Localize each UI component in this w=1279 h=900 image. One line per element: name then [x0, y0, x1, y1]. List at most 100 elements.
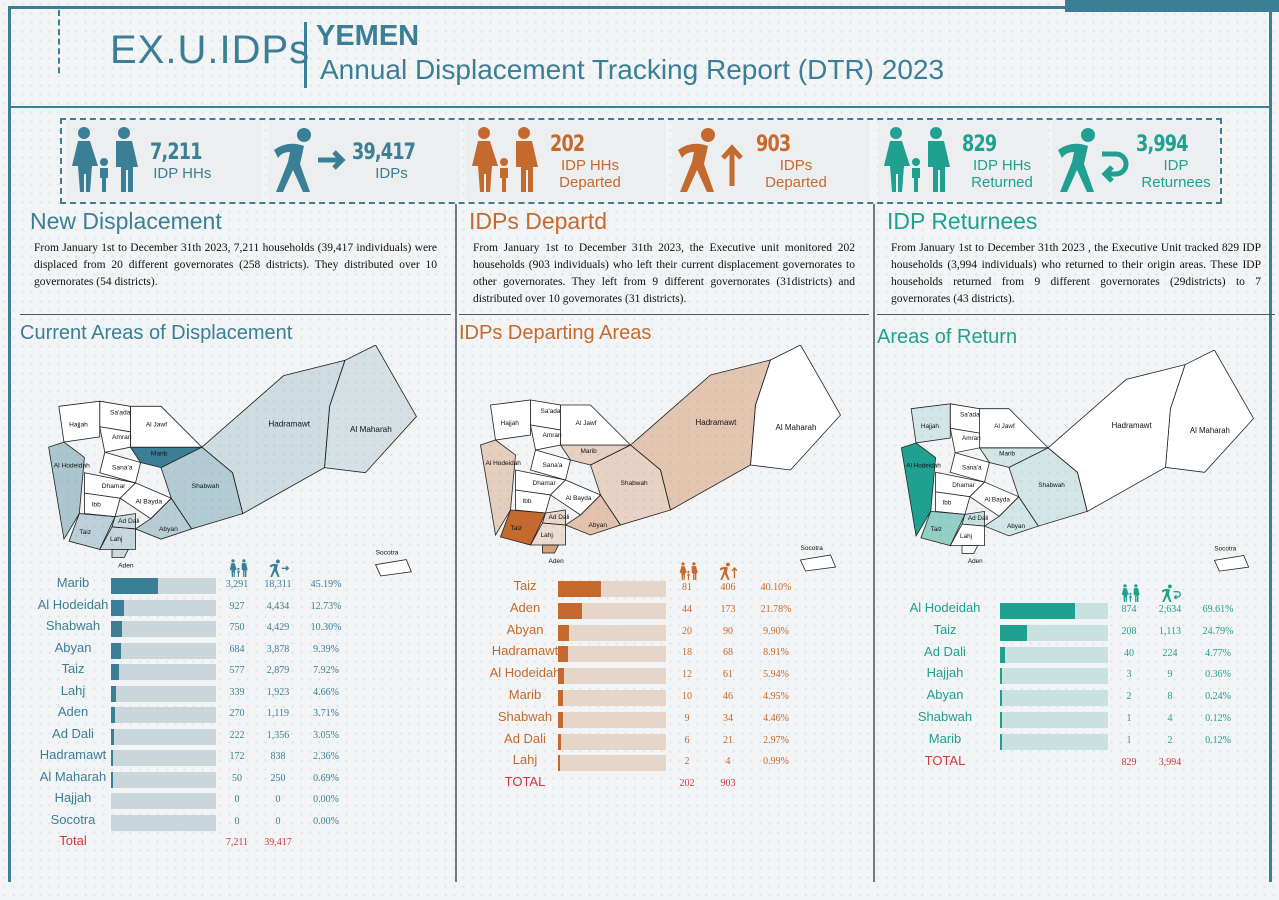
map-region-amran[interactable]	[529, 424, 561, 451]
households-value: 6	[684, 734, 690, 746]
map-region-abyan[interactable]	[134, 497, 193, 540]
percentage-value: 8.91%	[763, 647, 789, 659]
map-region-abyan[interactable]	[983, 496, 1039, 537]
map-region-lahj[interactable]	[99, 526, 136, 550]
individuals-column-icon	[1160, 584, 1182, 605]
section-rule	[20, 314, 451, 315]
governorate-map: Sa'ada Al Jawf Hajjah Amran Hadramawt Al Maha…	[48, 345, 417, 577]
governorate-name: Shabwah	[917, 709, 973, 724]
share-bar-fill	[1000, 624, 1027, 641]
percentage-value: 5.94%	[763, 669, 789, 681]
decorative-badge	[8, 10, 60, 102]
table-row[interactable]: Hadramawt 18 68 8.91%	[470, 643, 866, 665]
map-region-taiz[interactable]	[920, 510, 966, 547]
map-region-al-hodeidah[interactable]	[48, 441, 85, 541]
households-value: 577	[229, 665, 245, 676]
kpi-value: 39,417	[352, 140, 416, 165]
governorate-name: Al Hodeidah	[37, 596, 109, 612]
map-label: Sa'ada	[960, 412, 980, 419]
table-row[interactable]: Al Hodeidah 874 2,634 69.61%	[890, 600, 1274, 622]
map-region-hajjah[interactable]	[490, 399, 531, 441]
table-row[interactable]: Taiz 208 1,113 24.79%	[890, 622, 1274, 644]
table-row[interactable]: Ad Dali 222 1,356 3.05%	[18, 726, 435, 748]
table-row[interactable]: Al Maharah 50 250 0.69%	[18, 769, 435, 791]
map-label: Ad Dali	[968, 515, 988, 522]
map-region-socotra[interactable]	[375, 559, 412, 577]
table-row[interactable]: Marib 10 46 4.95%	[470, 687, 866, 709]
kpi-card: 903 IDPs Departed	[672, 120, 870, 202]
map-region-aden[interactable]	[111, 548, 129, 558]
table-row[interactable]: Hadramawt 172 838 2.36%	[18, 747, 435, 769]
table-row[interactable]: Socotra 0 0 0.00%	[18, 812, 435, 834]
table-row[interactable]: Taiz 81 406 40.10%	[470, 578, 866, 600]
map-label: Hajjah	[921, 423, 939, 430]
table-row[interactable]: Marib 1 2 0.12%	[890, 731, 1274, 753]
households-value: 927	[229, 600, 245, 612]
table-row[interactable]: Al Hodeidah 12 61 5.94%	[470, 665, 866, 687]
share-bar-fill	[111, 707, 115, 723]
table-row[interactable]: Ad Dali 40 224 4.77%	[890, 644, 1274, 666]
table-row[interactable]: Aden 44 173 21.78%	[470, 600, 866, 622]
table-row[interactable]: Aden 270 1,119 3.71%	[18, 704, 435, 726]
share-bar-fill	[1000, 668, 1002, 685]
map-region-taiz[interactable]	[499, 509, 547, 546]
individuals-value: 250	[270, 772, 286, 784]
map-region-socotra[interactable]	[1213, 554, 1250, 572]
governorate-name: Ad Dali	[504, 730, 546, 746]
map-label: Ibb	[92, 501, 102, 508]
table-row[interactable]: Al Hodeidah 927 4,434 12.73%	[18, 597, 435, 619]
table-row[interactable]: Lahj 2 4 0.99%	[470, 752, 866, 774]
table-row[interactable]: Taiz 577 2,879 7.92%	[18, 661, 435, 683]
section-title: IDPs Departd	[469, 208, 608, 234]
table-row[interactable]: Hajjah 0 0 0.00%	[18, 790, 435, 812]
share-bar	[1000, 712, 1108, 728]
share-bar-fill	[111, 642, 121, 659]
map-label: Aden	[549, 558, 565, 565]
map-label: Lahj	[541, 532, 553, 539]
households-value: 50	[232, 772, 242, 784]
map-region-aden[interactable]	[961, 545, 979, 554]
table-row[interactable]: Marib 3,291 18,311 45.19%	[18, 575, 435, 597]
map-label: Sana'a	[543, 462, 563, 469]
table-row[interactable]: Shabwah 750 4,429 10.30%	[18, 618, 435, 640]
kpi-card: 202 IDP HHs Departed	[466, 120, 666, 202]
percentage-value: 7.92%	[313, 665, 339, 676]
map-region-taiz[interactable]	[68, 513, 116, 550]
percentage-value: 40.10%	[760, 582, 792, 593]
map-region-hajjah[interactable]	[910, 403, 951, 444]
map-region-hajjah[interactable]	[58, 400, 101, 443]
percentage-value: 0.99%	[763, 756, 789, 768]
table-row[interactable]: Abyan 2 8 0.24%	[890, 687, 1274, 709]
map-region-amran[interactable]	[949, 427, 981, 454]
table-row[interactable]: Shabwah 1 4 0.12%	[890, 709, 1274, 731]
table-row[interactable]: Hajjah 3 9 0.36%	[890, 665, 1274, 687]
map-region-lahj[interactable]	[529, 522, 566, 546]
map-region-amran[interactable]	[99, 426, 131, 453]
map-region-aden[interactable]	[542, 544, 560, 554]
map-label: Sana'a	[962, 464, 982, 471]
households-value: 3	[1126, 669, 1132, 681]
table-row[interactable]: Abyan 20 90 9.90%	[470, 622, 866, 644]
country-title: YEMEN	[316, 20, 420, 52]
map-region-lahj[interactable]	[949, 523, 985, 547]
table-row[interactable]: Shabwah 9 34 4.46%	[470, 709, 866, 731]
header-rule	[8, 106, 1272, 108]
kpi-label: IDPs	[375, 165, 408, 182]
total-households: 202	[679, 778, 695, 790]
map-region-socotra[interactable]	[799, 554, 837, 572]
map-region-al-hodeidah[interactable]	[480, 439, 516, 537]
map-region-al-hodeidah[interactable]	[900, 442, 937, 537]
map-label: Al Maharah	[1190, 426, 1230, 435]
table-row[interactable]: Lahj 339 1,923 4.66%	[18, 683, 435, 705]
table-row[interactable]: Ad Dali 6 21 2.97%	[470, 731, 866, 753]
total-row: TOTAL 829 3,994	[890, 753, 1274, 775]
share-bar	[1000, 646, 1108, 663]
share-bar	[558, 690, 666, 706]
kpi-value: 202	[550, 131, 585, 157]
section-title: New Displacement	[30, 208, 222, 234]
map-label: Al Jawf	[576, 420, 597, 427]
map-region-abyan[interactable]	[564, 494, 622, 536]
households-value: 40	[1124, 647, 1134, 659]
table-row[interactable]: Abyan 684 3,878 9.39%	[18, 640, 435, 662]
governorate-name: Hadramawt	[491, 643, 559, 659]
